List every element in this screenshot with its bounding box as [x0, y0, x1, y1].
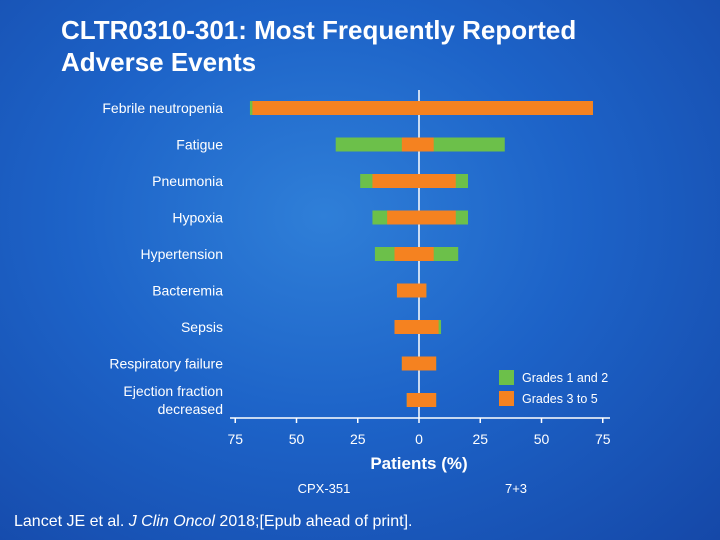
x-tick-label: 50 — [534, 431, 550, 447]
bar-cpx351-grades-3-5 — [394, 247, 419, 261]
bar-7-3-grades-3-5 — [419, 320, 439, 334]
bar-cpx351-grades-3-5 — [406, 393, 419, 407]
bar-7-3-grades-3-5 — [419, 210, 456, 225]
bar-7-3-grades-3-5 — [419, 393, 437, 407]
bar-7-3-grades-3-5 — [419, 283, 427, 298]
category-label: Febrile neutropenia — [102, 100, 223, 116]
bar-cpx351-grades-3-5 — [252, 101, 419, 115]
bar-7-3-grades-3-5 — [419, 101, 593, 115]
bar-cpx351-grades-3-5 — [372, 174, 419, 188]
category-label: Hypertension — [141, 246, 224, 262]
bar-cpx351-grades-1-2 — [335, 137, 419, 152]
x-tick-label: 25 — [350, 431, 366, 447]
citation: Lancet JE et al. J Clin Oncol 2018;[Epub… — [14, 513, 412, 531]
x-tick-label: 50 — [289, 431, 305, 447]
category-label: Fatigue — [176, 137, 223, 153]
x-tick-label: 25 — [472, 431, 488, 447]
legend-label-grades-1-2: Grades 1 and 2 — [522, 371, 608, 385]
bar-cpx351-grades-3-5 — [396, 283, 419, 298]
citation-details: 2018;[Epub ahead of print]. — [214, 513, 413, 530]
category-label: Respiratory failure — [109, 356, 223, 372]
bar-7-3-grades-3-5 — [419, 137, 434, 152]
category-label: Bacteremia — [152, 283, 223, 299]
bar-cpx351-grades-3-5 — [394, 320, 419, 334]
x-tick-label: 75 — [227, 431, 243, 447]
bar-7-3-grades-1-2 — [419, 137, 505, 152]
x-tick-label: 75 — [595, 431, 611, 447]
x-tick-label: 0 — [415, 431, 423, 447]
citation-journal: J Clin Oncol — [128, 513, 215, 530]
bar-cpx351-grades-3-5 — [401, 137, 419, 152]
title-line-1: CLTR0310-301: Most Frequently Reported — [61, 15, 577, 45]
group-label-7-3: 7+3 — [505, 481, 527, 496]
legend-swatch-grades-1-2 — [499, 370, 514, 385]
slide-title: CLTR0310-301: Most Frequently Reported A… — [61, 14, 681, 78]
group-label-cpx351: CPX-351 — [298, 481, 351, 496]
title-line-2: Adverse Events — [61, 47, 257, 77]
category-label: Pneumonia — [152, 173, 223, 189]
category-label: Sepsis — [181, 319, 223, 335]
bar-7-3-grades-3-5 — [419, 356, 437, 371]
category-label: Ejection fraction — [123, 383, 223, 399]
x-axis-label: Patients (%) — [370, 454, 467, 473]
category-label: Hypoxia — [172, 210, 223, 226]
bar-cpx351-grades-3-5 — [387, 210, 419, 225]
bar-cpx351-grades-3-5 — [401, 356, 419, 371]
bar-7-3-grades-3-5 — [419, 174, 456, 188]
category-label: decreased — [158, 401, 223, 417]
legend-label-grades-3-5: Grades 3 to 5 — [522, 392, 598, 406]
citation-authors: Lancet JE et al. — [14, 513, 129, 530]
bar-7-3-grades-3-5 — [419, 247, 434, 261]
legend-swatch-grades-3-5 — [499, 391, 514, 406]
